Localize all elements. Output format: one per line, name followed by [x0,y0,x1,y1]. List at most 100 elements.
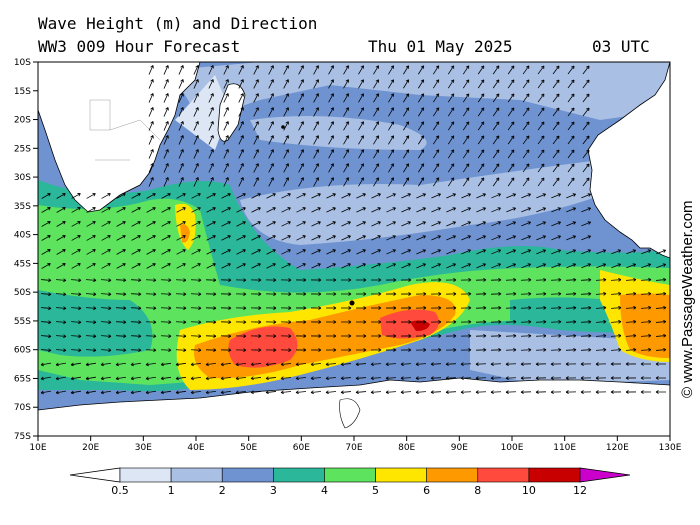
wave-arrow [283,65,289,75]
wave-arrow-head [355,362,359,365]
wave-arrow [343,135,349,145]
wave-arrow-head [445,391,449,395]
wave-arrow [101,263,111,269]
wave-arrow-head [483,207,486,211]
wave-arrow [313,79,319,89]
wave-arrow [268,107,274,117]
wave-arrow-head [475,376,479,379]
wave-arrow [146,207,156,213]
wave-arrow [432,149,440,159]
wave-arrow [310,363,322,365]
wave-arrow-head [123,348,127,351]
wave-arrow-head [565,363,569,366]
wave-arrow-head [438,249,441,253]
wave-arrow-head [465,149,469,152]
wave-arrow [626,249,636,255]
wave-arrow-head [270,177,274,180]
wave-arrow [176,193,186,199]
wave-arrow [477,149,485,159]
wave-arrow-head [48,249,51,253]
wave-arrow [311,221,321,227]
wave-arrow-head [370,362,374,365]
lon-label: 40E [187,443,204,453]
wave-zone-10-12m [410,320,430,331]
wave-arrow [373,177,379,187]
wave-arrow-head [55,362,59,366]
wave-arrow-head [210,65,214,68]
wave-arrow-head [273,321,277,324]
wave-arrow [343,79,349,89]
wave-arrow-head [270,93,274,96]
wave-arrow-head [378,193,381,197]
wave-arrow [40,307,52,309]
wave-arrow-head [333,221,336,225]
wave-arrow [551,263,561,269]
wave-arrow [595,349,607,351]
wave-arrow-head [610,362,614,365]
wave-arrow-head [648,347,652,350]
wave-arrow-head [93,207,96,211]
wave-arrow [476,263,486,269]
wave-arrow-head [453,349,457,352]
wave-arrow-head [565,376,569,379]
wave-arrow-head [330,79,334,82]
wave-arrow-head [270,79,274,82]
wave-arrow [223,65,229,75]
wave-arrow [552,79,560,89]
lat-label: 30S [14,173,31,183]
wave-arrow-head [150,79,154,82]
wave-arrow-head [513,349,517,352]
wave-arrow [131,235,141,241]
wave-arrow [115,390,127,394]
wave-arrow-head [228,334,232,337]
wave-arrow-head [210,149,214,152]
wave-arrow [190,390,202,394]
wave-arrow [551,235,561,241]
wave-arrow-head [165,121,169,124]
wave-arrow-head [315,79,319,82]
wave-arrow [385,363,397,365]
wave-arrow-head [438,293,442,296]
wave-arrow [55,279,67,281]
wave-arrow [373,149,379,159]
wave-arrow-head [168,193,171,197]
wave-arrow-head [363,306,367,309]
wave-arrow-head [70,378,75,381]
wave-arrow-head [168,292,172,295]
wave-arrow-head [180,121,184,124]
wave-arrow-head [460,362,464,365]
wave-arrow [145,390,157,394]
wave-arrow-head [48,294,52,297]
wave-arrow-head [400,390,404,393]
wave-arrow-head [318,307,322,310]
wave-arrow-head [315,93,319,96]
wave-arrow [85,335,97,337]
wave-arrow [340,377,352,379]
wave-arrow-head [345,163,349,166]
wave-arrow [491,221,501,227]
wave-arrow-head [40,390,44,394]
wave-arrow [148,163,154,173]
wave-arrow-head [255,177,259,180]
wave-arrow [298,177,304,187]
wave-arrow-head [513,307,517,310]
wave-arrow-head [228,221,231,225]
wave-arrow-head [303,293,307,296]
wave-arrow-head [78,221,81,225]
wave-arrow-head [318,249,321,253]
wave-arrow-head [513,279,517,282]
wave-arrow-head [663,307,667,310]
wave-arrow-head [93,322,97,325]
wave-arrow-head [180,149,184,152]
wave-arrow [101,235,111,241]
wave-arrow-head [255,121,259,124]
wave-arrow-head [588,333,592,337]
wave-arrow-head [510,93,515,96]
wave-arrow-head [587,235,591,237]
wave-arrow-head [250,362,254,365]
wave-arrow [160,293,172,295]
wave-arrow-head [55,378,60,381]
wave-arrow-head [240,121,244,124]
wave-arrow-head [663,250,667,253]
wave-arrow [400,363,412,365]
